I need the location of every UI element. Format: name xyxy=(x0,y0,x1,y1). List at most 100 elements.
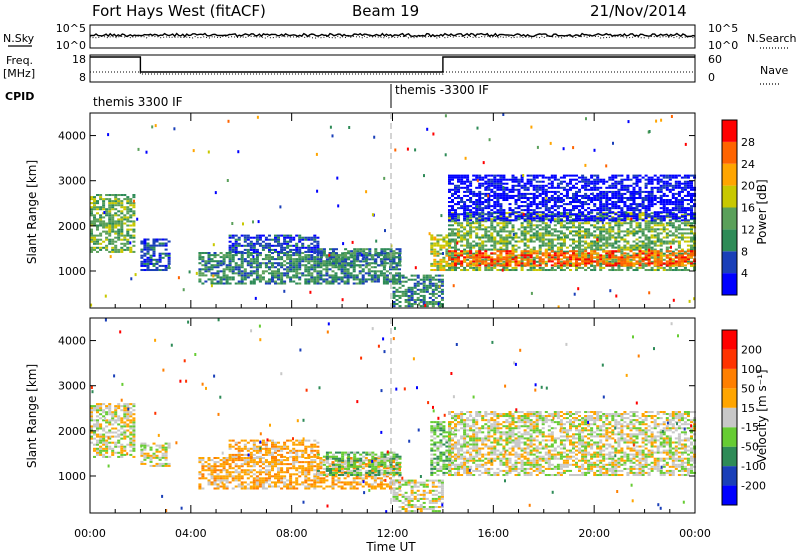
echo-cell xyxy=(620,180,624,183)
echo-cell xyxy=(530,291,533,295)
echo-cell xyxy=(434,292,438,295)
echo-cell xyxy=(309,290,312,294)
echo-cell xyxy=(353,252,357,255)
echo-cell xyxy=(499,219,503,222)
echo-cell xyxy=(111,206,115,209)
echo-cell xyxy=(565,214,569,217)
echo-cell xyxy=(298,262,302,265)
echo-cell xyxy=(638,264,642,267)
echo-cell xyxy=(605,192,609,195)
echo-cell xyxy=(132,230,136,233)
echo-cell xyxy=(359,248,363,251)
echo-cell xyxy=(410,288,414,291)
echo-cell xyxy=(599,258,603,261)
echo-cell xyxy=(635,180,639,183)
echo-cell xyxy=(653,256,657,259)
echo-cell xyxy=(611,228,615,231)
echo-cell xyxy=(632,262,636,265)
echo-cell xyxy=(341,298,344,302)
echo-cell xyxy=(216,272,220,275)
echo-cell xyxy=(617,205,621,208)
echo-cell xyxy=(626,248,630,251)
echo-cell xyxy=(641,197,645,200)
echo-cell xyxy=(668,254,672,257)
echo-cell xyxy=(502,215,506,218)
echo-cell xyxy=(514,244,518,247)
echo-cell xyxy=(635,262,639,265)
echo-cell xyxy=(129,200,133,203)
echo-cell xyxy=(620,260,624,263)
echo-cell xyxy=(508,236,512,239)
echo-cell xyxy=(565,219,569,222)
echo-cell xyxy=(352,262,356,265)
echo-cell xyxy=(683,219,687,222)
echo-cell xyxy=(584,269,588,272)
echo-cell xyxy=(493,260,497,263)
echo-cell xyxy=(544,252,548,255)
echo-cell xyxy=(623,192,627,195)
echo-cell xyxy=(520,264,524,267)
echo-cell xyxy=(526,254,530,257)
echo-cell xyxy=(496,264,500,267)
echo-cell xyxy=(662,192,666,195)
echo-cell xyxy=(361,268,365,271)
echo-cell xyxy=(439,234,443,237)
echo-cell xyxy=(460,226,464,229)
echo-cell xyxy=(355,260,359,263)
echo-cell xyxy=(665,269,669,272)
echo-cell xyxy=(614,197,618,200)
echo-cell xyxy=(614,207,618,210)
echo-cell xyxy=(584,217,588,220)
echo-cell xyxy=(668,256,672,259)
echo-cell xyxy=(556,197,560,200)
echo-cell xyxy=(307,282,311,285)
echo-cell xyxy=(404,305,408,308)
echo-cell xyxy=(246,264,250,267)
echo-cell xyxy=(430,250,434,253)
echo-cell xyxy=(690,224,694,227)
echo-cell xyxy=(457,190,461,193)
echo-cell xyxy=(529,256,533,259)
echo-cell xyxy=(264,262,268,265)
echo-cell xyxy=(593,230,597,233)
echo-cell xyxy=(671,232,675,235)
echo-cell xyxy=(349,274,353,277)
echo-cell xyxy=(335,260,339,263)
echo-cell xyxy=(472,244,476,247)
echo-cell xyxy=(451,260,455,263)
echo-cell xyxy=(602,260,606,263)
echo-cell xyxy=(493,262,497,265)
echo-cell xyxy=(656,182,660,185)
echo-cell xyxy=(514,199,518,202)
echo-cell xyxy=(544,234,548,237)
echo-cell xyxy=(556,242,560,245)
echo-cell xyxy=(436,266,440,269)
echo-cell xyxy=(457,219,461,222)
echo-cell xyxy=(425,303,429,306)
echo-cell xyxy=(410,278,414,281)
echo-cell xyxy=(544,260,548,263)
echo-cell xyxy=(650,242,654,245)
echo-cell xyxy=(478,248,482,251)
echo-cell xyxy=(532,236,536,239)
echo-cell xyxy=(559,250,563,253)
echo-cell xyxy=(493,238,497,241)
echo-cell xyxy=(656,201,660,204)
echo-cell xyxy=(683,236,687,239)
echo-cell xyxy=(690,244,694,247)
echo-cell xyxy=(674,248,678,251)
echo-cell xyxy=(538,264,542,267)
echo-cell xyxy=(638,211,642,214)
echo-cell xyxy=(680,238,684,241)
echo-cell xyxy=(541,205,545,208)
echo-cell xyxy=(638,188,642,191)
echo-cell xyxy=(511,188,515,191)
echo-cell xyxy=(553,269,557,272)
echo-cell xyxy=(463,256,467,259)
echo-cell xyxy=(677,232,681,235)
echo-cell xyxy=(581,240,585,243)
echo-cell xyxy=(466,180,470,183)
echo-cell xyxy=(219,256,223,259)
echo-cell xyxy=(614,264,618,267)
echo-cell xyxy=(526,256,530,259)
